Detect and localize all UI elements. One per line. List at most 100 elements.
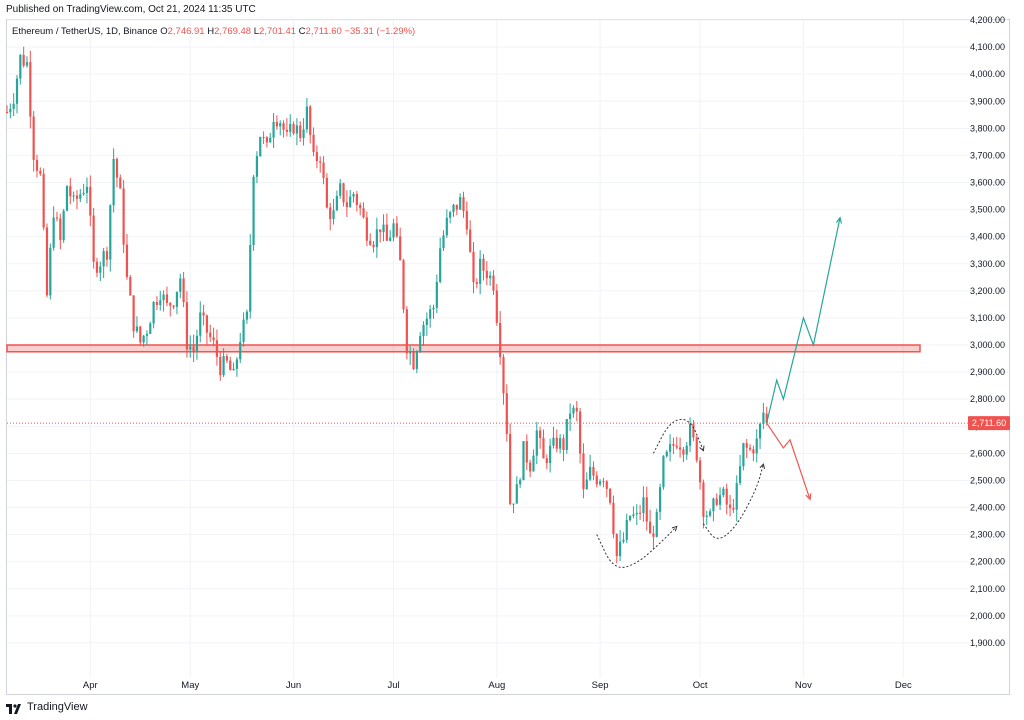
candle-body: [482, 258, 485, 271]
candle-body: [175, 291, 179, 307]
candle-body: [92, 215, 95, 262]
candle-body: [708, 511, 712, 516]
candle-body: [409, 352, 412, 354]
candle-body: [165, 294, 169, 303]
candle-body: [479, 258, 482, 284]
y-tick-label: 2,300.00: [970, 530, 1005, 540]
candle-body: [539, 430, 542, 439]
candle-body: [692, 424, 695, 438]
candle-body: [449, 212, 452, 218]
candle-body: [75, 195, 79, 199]
legend-symbol: Ethereum / TetherUS, 1D, Binance: [12, 26, 158, 37]
candle-body: [688, 424, 692, 446]
x-tick-label: Sep: [592, 680, 609, 691]
candle-body: [242, 319, 245, 342]
candle-body: [265, 137, 269, 143]
legend-high-label: H: [207, 26, 215, 37]
candle-body: [522, 441, 525, 481]
candle-body: [115, 158, 119, 178]
candle-body: [195, 335, 199, 352]
candle-body: [79, 194, 82, 199]
y-tick-label: 3,400.00: [970, 232, 1005, 242]
candle-body: [312, 134, 315, 153]
candle-body: [385, 224, 388, 241]
y-tick-label: 2,100.00: [970, 584, 1005, 594]
candle-body: [132, 295, 135, 332]
candle-body: [25, 62, 29, 66]
candle-body: [39, 170, 42, 174]
candle-body: [72, 195, 75, 197]
candle-body: [122, 188, 125, 245]
support-resistance-zone: [6, 344, 921, 353]
candle-body: [559, 438, 562, 449]
legend-close: 2,711.60: [305, 26, 342, 37]
candle-body: [205, 315, 209, 333]
candle-body: [309, 106, 312, 135]
candle-body: [235, 359, 239, 369]
candle-body: [722, 488, 725, 496]
candle-body: [718, 495, 722, 505]
candle-body: [665, 451, 668, 457]
candle-body: [229, 360, 232, 371]
candle-body: [509, 433, 512, 505]
candle-body: [102, 251, 105, 267]
candle-body: [475, 281, 478, 284]
candle-body: [285, 129, 288, 132]
candle-body: [209, 332, 212, 338]
candle-body: [179, 278, 182, 292]
candle-body: [359, 205, 362, 209]
candle-body: [22, 54, 25, 66]
y-tick-label: 4,100.00: [970, 42, 1005, 52]
x-tick-label: Jul: [387, 680, 399, 691]
candle-body: [259, 136, 262, 157]
candle-body: [232, 368, 235, 371]
y-tick-label: 4,000.00: [970, 69, 1005, 79]
candle-body: [599, 481, 602, 485]
candle-body: [619, 541, 622, 557]
last-price-label: 2,711.60: [972, 418, 1006, 428]
candle-body: [62, 210, 65, 241]
candle-body: [502, 357, 505, 394]
candle-body: [99, 266, 102, 273]
candle-body: [462, 197, 465, 211]
candle-body: [609, 488, 612, 503]
candle-body: [9, 108, 12, 113]
y-tick-label: 2,200.00: [970, 557, 1005, 567]
candle-body: [199, 312, 202, 336]
candle-body: [702, 482, 705, 517]
candle-body: [745, 443, 748, 448]
y-tick-label: 2,900.00: [970, 367, 1005, 377]
candle-body: [245, 311, 249, 320]
candle-body: [135, 326, 139, 332]
candle-body: [152, 302, 155, 324]
candle-body: [752, 449, 755, 454]
candle-body: [549, 445, 552, 464]
candle-body: [95, 261, 99, 273]
y-axis: 1,900.00 2,000.00 2,100.00 2,200.00 2,300.00…: [970, 15, 1005, 648]
y-tick-label: 2,600.00: [970, 448, 1005, 458]
candle-body: [652, 533, 655, 537]
dotted-pattern-arrowhead: [759, 463, 766, 470]
candle-body: [32, 116, 35, 160]
candle-body: [52, 217, 55, 248]
candle-body: [728, 504, 732, 508]
candle-body: [372, 244, 375, 248]
candle-body: [635, 512, 638, 515]
candle-body: [325, 177, 328, 208]
candle-body: [672, 444, 675, 446]
last-price-marker: 2,711.60: [7, 416, 1010, 431]
last-price-badge: [968, 416, 1010, 431]
candle-body: [55, 217, 59, 219]
published-caption: Published on TradingView.com, Oct 21, 20…: [6, 4, 256, 15]
candle-body: [365, 217, 368, 241]
candle-body: [575, 407, 578, 412]
candle-body: [415, 351, 418, 370]
candle-body: [315, 152, 318, 162]
candle-body: [129, 276, 132, 296]
candle-body: [485, 270, 488, 279]
candle-body: [582, 453, 585, 490]
candle-body: [552, 437, 555, 446]
candle-body: [632, 514, 635, 516]
y-tick-label: 3,800.00: [970, 123, 1005, 133]
